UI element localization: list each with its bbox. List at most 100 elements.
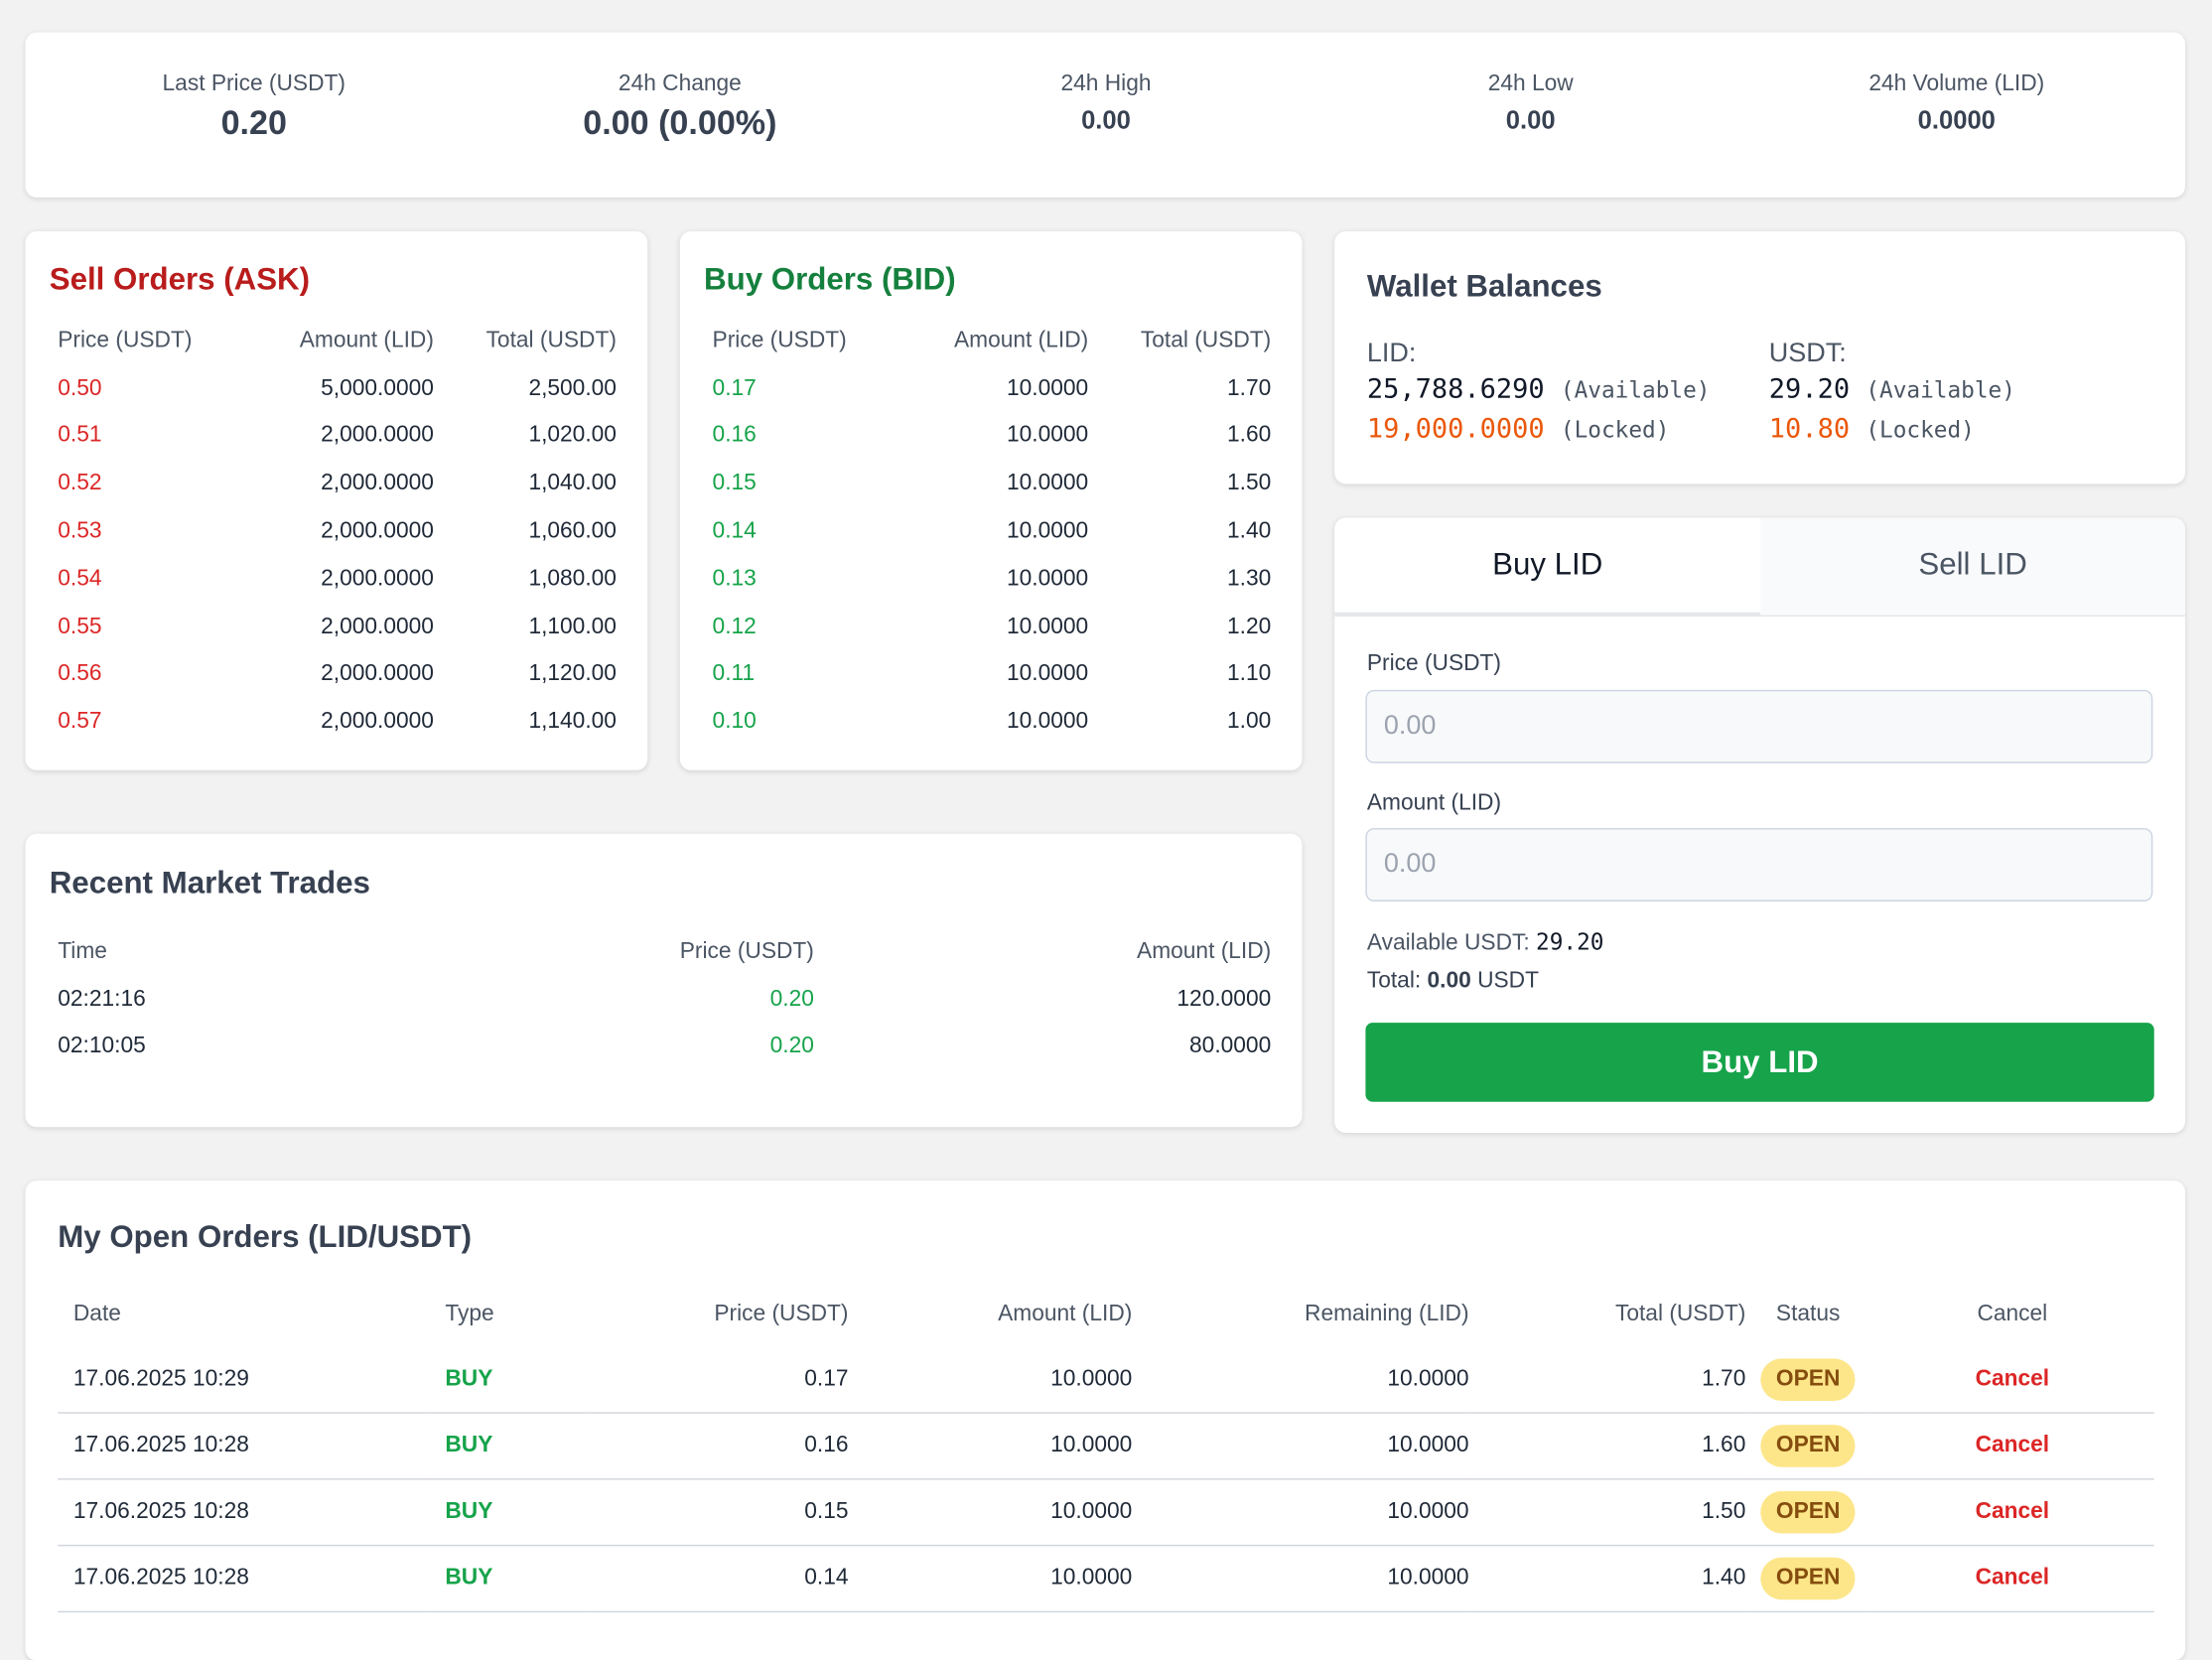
order-row: 0.13 10.0000 1.30 — [713, 556, 1272, 604]
buy-orders-card: Buy Orders (BID) Price (USDT) Amount (LID)… — [679, 231, 1303, 770]
order-book-table: Price (USDT) Amount (LID) Total (USDT) 0.50… — [58, 318, 617, 747]
cell: 02:10:05 — [58, 1035, 146, 1059]
locked-line: 10.80 (Locked) — [1769, 413, 2015, 453]
cell: 10.0000 — [848, 1545, 1133, 1613]
stat-label: 24h High — [1060, 71, 1152, 96]
locked-amount: 10.80 — [1768, 413, 1851, 445]
column-header: Total (USDT) — [1614, 1302, 1746, 1326]
order-row: 17.06.2025 10:29 BUY 0.17 10.0000 10.0000 1.7… — [58, 1346, 2154, 1414]
order-row: 0.51 2,000.0000 1,020.00 — [58, 413, 617, 461]
cell: 1,040.00 — [528, 471, 617, 496]
cell: 0.53 — [58, 519, 102, 544]
stat: 24h Change 0.00 (0.00%) — [469, 71, 892, 143]
cell: 0.10 — [712, 710, 757, 735]
cancel-button[interactable]: Cancel — [1869, 1545, 2154, 1613]
cell: 10.0000 — [1132, 1478, 1469, 1547]
price-input[interactable]: 0.00 — [1365, 689, 2153, 763]
cell: 0.16 — [712, 423, 757, 449]
header-row: Price (USDT) Amount (LID) Total (USDT) — [713, 318, 1272, 365]
cell: 0.17 — [712, 375, 757, 401]
card-title: Buy Orders (BID) — [704, 260, 956, 297]
status-badge: OPEN — [1760, 1557, 1856, 1600]
stat: 24h Volume (LID) 0.0000 — [1745, 71, 2168, 135]
order-row: 0.52 2,000.0000 1,040.00 — [58, 461, 617, 508]
cell: 1.10 — [1226, 662, 1272, 687]
total-label: Total: — [1366, 969, 1422, 994]
order-row: 0.14 10.0000 1.40 — [713, 508, 1272, 556]
column-header: Amount (LID) — [998, 1302, 1133, 1326]
order-row: 0.15 10.0000 1.50 — [713, 461, 1272, 508]
asset-name: LID: — [1366, 339, 1417, 368]
total-value: 0.00 — [1427, 969, 1471, 994]
cell: 80.0000 — [1189, 1035, 1272, 1059]
cell: 0.15 — [712, 471, 757, 496]
cell: 0.56 — [58, 662, 102, 687]
available-amount: 25,788.6290 — [1366, 373, 1545, 405]
amount-input[interactable]: 0.00 — [1365, 828, 2153, 901]
status-cell: OPEN — [1745, 1413, 1870, 1480]
order-row: 0.54 2,000.0000 1,080.00 — [58, 556, 617, 604]
stat: 24h High 0.00 — [895, 71, 1317, 135]
tab-divider — [1334, 615, 2185, 617]
column-header: Date — [72, 1302, 121, 1326]
cell: 0.14 — [584, 1545, 849, 1613]
sell-orders-card: Sell Orders (ASK) Price (USDT) Amount (LID… — [25, 231, 648, 770]
tab-sell[interactable]: Sell LID — [1760, 517, 2185, 617]
order-book-table: Price (USDT) Amount (LID) Total (USDT) 0.17… — [713, 318, 1272, 747]
amount-label: Amount (LID) — [1366, 791, 1502, 816]
stat-label: 24h Volume (LID) — [1868, 71, 2045, 96]
cell: 1,140.00 — [528, 710, 617, 735]
price-label: Price (USDT) — [1366, 651, 1501, 676]
cancel-button[interactable]: Cancel — [1869, 1413, 2154, 1480]
cell: 5,000.0000 — [321, 375, 434, 401]
stat-label: 24h Change — [618, 71, 742, 96]
cell: 1,060.00 — [528, 519, 617, 544]
cell: 17.06.2025 10:28 — [58, 1478, 432, 1547]
asset: LID: 25,788.6290 (Available) 19,000.0000 (… — [1367, 339, 1711, 453]
cell: 10.0000 — [1007, 615, 1089, 639]
cell: 2,000.0000 — [321, 471, 434, 496]
cell: 10.0000 — [848, 1478, 1133, 1547]
stat-value: 0.20 — [220, 104, 287, 143]
stat-value: 0.00 (0.00%) — [583, 104, 777, 143]
cell: 2,000.0000 — [321, 423, 434, 449]
order-row: 0.17 10.0000 1.70 — [713, 365, 1272, 413]
cell: 0.12 — [712, 615, 757, 639]
column-header: Remaining (LID) — [1305, 1302, 1469, 1326]
cell: 10.0000 — [1007, 471, 1089, 496]
stat-value: 0.00 — [1505, 105, 1556, 134]
order-row: 0.11 10.0000 1.10 — [713, 651, 1272, 699]
order-row: 0.10 10.0000 1.00 — [713, 699, 1272, 747]
locked-label: (Locked) — [1560, 416, 1670, 444]
cancel-button[interactable]: Cancel — [1869, 1478, 2154, 1547]
order-row: 0.55 2,000.0000 1,100.00 — [58, 604, 617, 651]
cell: 17.06.2025 10:29 — [58, 1346, 432, 1414]
stat-label: 24h Low — [1487, 71, 1574, 96]
cell: 10.0000 — [1007, 567, 1089, 592]
cell: 0.13 — [712, 567, 757, 592]
locked-line: 19,000.0000 (Locked) — [1367, 413, 1711, 453]
tab-buy[interactable]: Buy LID — [1334, 517, 1761, 617]
cell: 2,000.0000 — [321, 567, 434, 592]
cell: 0.55 — [58, 615, 102, 639]
cancel-button[interactable]: Cancel — [1869, 1346, 2154, 1414]
stat: 24h Low 0.00 — [1319, 71, 1742, 135]
cell: 0.54 — [58, 567, 102, 592]
cell: 1.00 — [1226, 710, 1272, 735]
cell: 0.52 — [58, 471, 102, 496]
cell: 1.60 — [1226, 423, 1272, 449]
status-cell: OPEN — [1745, 1545, 1870, 1613]
stat: Last Price (USDT) 0.20 — [43, 71, 466, 143]
column-header: Price (USDT) — [712, 328, 847, 353]
header-row: Date Type Price (USDT) Amount (LID) Remainin… — [58, 1283, 2153, 1347]
card-title: Sell Orders (ASK) — [49, 260, 311, 297]
cell: 10.0000 — [848, 1413, 1133, 1480]
cell: 2,000.0000 — [321, 615, 434, 639]
order-row: 17.06.2025 10:28 BUY 0.14 10.0000 10.0000 1.4… — [58, 1545, 2154, 1613]
cell: 1.20 — [1226, 615, 1272, 639]
submit-button[interactable]: Buy LID — [1365, 1023, 2154, 1102]
cell: 10.0000 — [1132, 1545, 1469, 1613]
cell: BUY — [431, 1478, 585, 1547]
available-line: 29.20 (Available) — [1769, 374, 2015, 414]
cell: 0.15 — [584, 1478, 849, 1547]
